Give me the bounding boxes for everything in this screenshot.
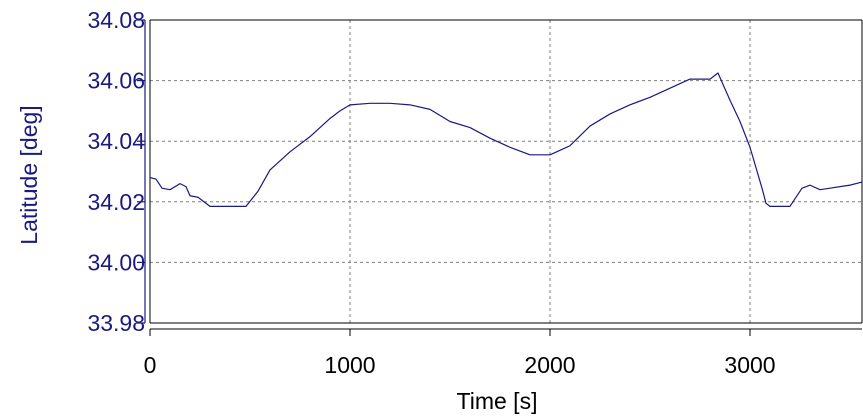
y-tick-label: 34.04: [87, 128, 145, 154]
y-axis-title: Latitude [deg]: [16, 105, 42, 244]
x-tick-label: 1000: [324, 352, 375, 378]
series-group: [149, 72, 863, 207]
x-tick-label: 2000: [524, 352, 575, 378]
y-tick-label: 34.06: [87, 68, 145, 94]
x-axis-title: Time [s]: [457, 388, 538, 414]
y-tick-label: 34.02: [87, 189, 145, 215]
series-line-0: [149, 72, 863, 207]
ticks: 33.98 34.00 34.02 34.04 34.06 34.08 0 1000 2000 3…: [87, 7, 775, 378]
y-tick-label: 33.98: [87, 310, 145, 336]
plot-frame: [144, 19, 863, 330]
x-tick-label: 0: [144, 352, 157, 378]
y-tick-label: 34.08: [87, 7, 145, 33]
y-tick-label: 34.00: [87, 249, 145, 275]
grid: [150, 20, 862, 323]
x-tick-label: 3000: [724, 352, 775, 378]
